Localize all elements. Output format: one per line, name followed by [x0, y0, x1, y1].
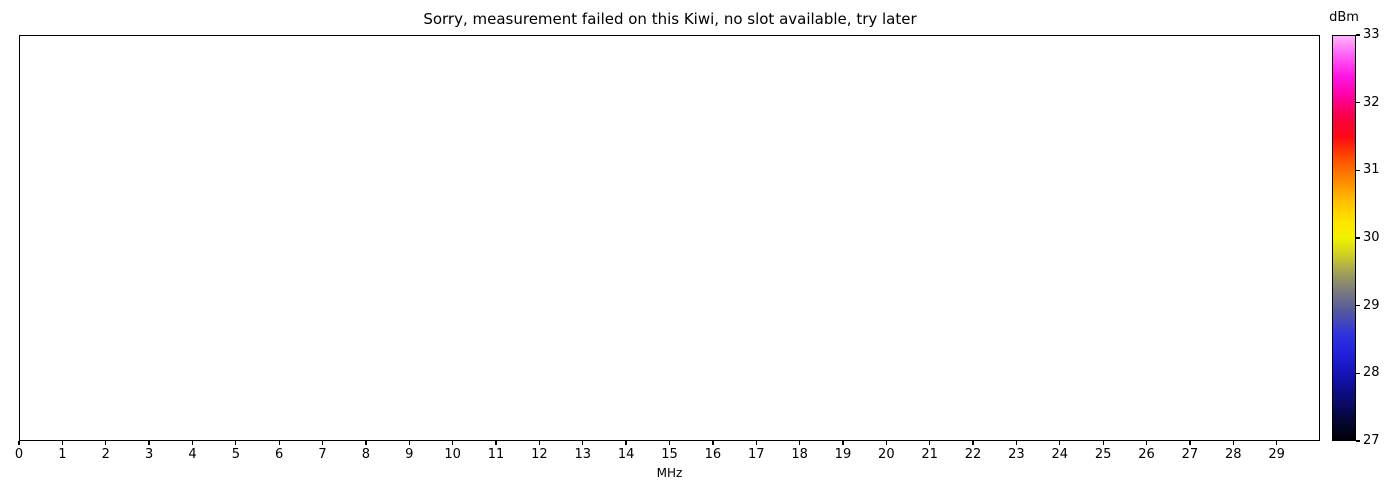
x-tick-label: 2 [101, 447, 110, 462]
x-tick-label: 17 [747, 447, 765, 462]
x-tick-label: 20 [878, 447, 895, 462]
x-tick-mark [105, 441, 107, 445]
x-tick-mark [1275, 441, 1278, 445]
x-tick-mark [755, 441, 757, 445]
x-tick-mark [1015, 441, 1018, 445]
colorbar-tick-label: 29 [1363, 297, 1380, 313]
x-tick-label: 25 [1094, 447, 1112, 462]
x-tick-label: 16 [704, 447, 722, 462]
x-tick-label: 22 [964, 447, 982, 462]
colorbar-label: dBm [1329, 10, 1359, 25]
x-tick-mark [235, 441, 237, 445]
colorbar-tick-mark [1356, 102, 1360, 104]
colorbar-tick-mark [1356, 169, 1360, 171]
colorbar-tick-mark [1356, 237, 1360, 239]
x-tick-label: 9 [405, 447, 414, 462]
x-tick-mark [1145, 441, 1148, 445]
x-tick-label: 21 [921, 447, 938, 462]
x-tick-mark [61, 441, 64, 445]
plot-axes[interactable] [19, 35, 1320, 441]
x-tick-label: 18 [791, 447, 808, 462]
x-tick-label: 24 [1051, 447, 1069, 462]
x-tick-mark [1189, 441, 1191, 445]
x-tick-mark [148, 441, 150, 445]
x-tick-label: 11 [487, 447, 505, 462]
x-tick-mark [191, 441, 194, 445]
x-tick-label: 7 [318, 447, 327, 462]
x-tick-label: 27 [1181, 447, 1199, 462]
colorbar-tick-mark [1356, 34, 1360, 36]
colorbar-tick-mark [1356, 305, 1360, 307]
colorbar-tick-label: 30 [1363, 230, 1380, 245]
x-tick-label: 0 [14, 447, 24, 462]
x-axis-ticks: 0 1 2 3 4 5 6 7 8 9 10 11 12 13 14 15 16 17 18 19 20 21 22 23 24… [15, 441, 1320, 475]
x-tick-mark [321, 441, 324, 445]
x-tick-mark [365, 441, 367, 445]
colorbar-gradient [1332, 35, 1356, 441]
x-tick-label: 6 [275, 447, 284, 462]
x-tick-mark [495, 441, 497, 445]
x-tick-mark [885, 441, 887, 445]
x-tick-label: 14 [617, 447, 635, 462]
x-tick-mark [972, 441, 974, 445]
x-tick-mark [842, 441, 844, 445]
x-axis-label: MHz [656, 466, 683, 480]
x-tick-label: 23 [1008, 447, 1025, 462]
x-tick-label: 5 [231, 447, 240, 462]
x-tick-mark [798, 441, 801, 445]
x-tick-label: 29 [1268, 447, 1285, 462]
colorbar-tick-label: 31 [1363, 162, 1380, 178]
x-tick-label: 1 [58, 447, 67, 462]
colorbar-tick-mark [1356, 372, 1360, 374]
x-tick-label: 3 [144, 447, 154, 462]
x-tick-label: 8 [361, 447, 371, 462]
x-tick-label: 10 [444, 447, 461, 462]
x-tick-label: 15 [661, 447, 678, 462]
colorbar-tick-label: 27 [1363, 433, 1380, 448]
x-tick-label: 12 [531, 447, 548, 462]
x-tick-mark [278, 441, 280, 445]
colorbar-tick-label: 33 [1363, 27, 1380, 42]
x-tick-label: 26 [1138, 447, 1155, 462]
x-tick-mark [1059, 441, 1061, 445]
x-tick-mark [929, 441, 931, 445]
x-tick-label: 4 [188, 447, 197, 462]
x-tick-label: 19 [834, 447, 852, 462]
x-tick-label: 13 [574, 447, 592, 462]
x-tick-mark [625, 441, 627, 445]
x-tick-mark [408, 441, 410, 445]
x-tick-mark [1102, 441, 1104, 445]
plot-data-area[interactable] [20, 36, 1319, 440]
x-tick-mark [582, 441, 584, 445]
colorbar[interactable]: dBm 27 28 29 30 31 32 33 [1329, 10, 1379, 448]
x-tick-label: 28 [1224, 447, 1242, 462]
x-tick-mark [1232, 441, 1234, 445]
colorbar-tick-label: 32 [1363, 94, 1380, 110]
x-tick-mark [538, 441, 541, 445]
page-title: Sorry, measurement failed on this Kiwi, … [423, 10, 917, 28]
colorbar-tick-label: 28 [1363, 365, 1380, 381]
colorbar-tick-mark [1356, 440, 1360, 442]
x-tick-mark [712, 441, 714, 445]
x-tick-mark [668, 441, 671, 445]
x-tick-mark [452, 441, 454, 445]
x-tick-mark [18, 441, 20, 445]
